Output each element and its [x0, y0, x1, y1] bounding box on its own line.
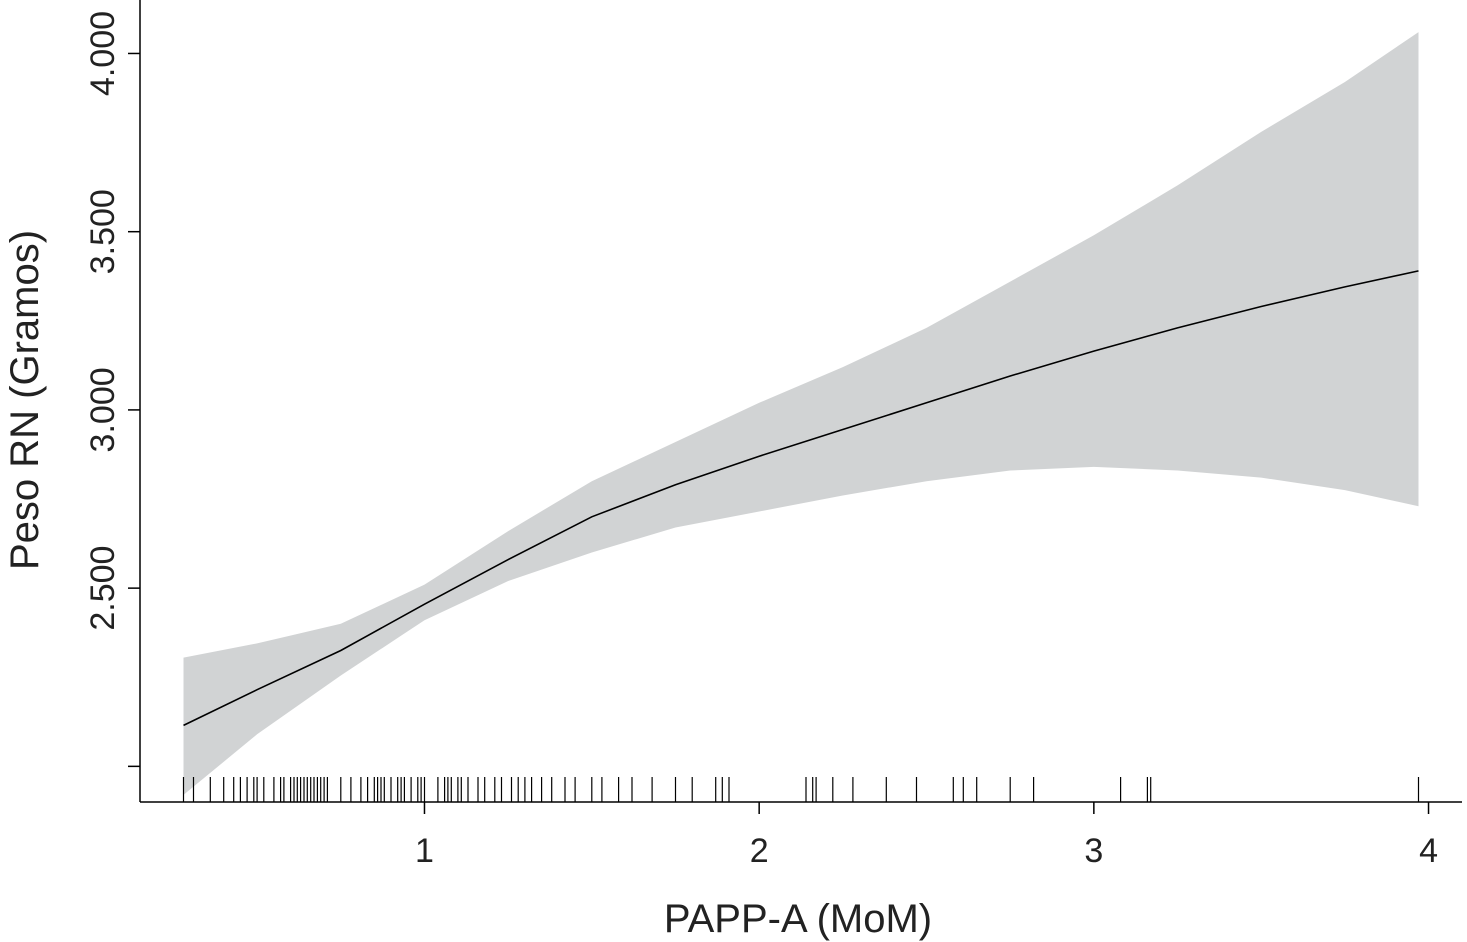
confidence-band	[183, 32, 1419, 795]
fit-line	[183, 270, 1419, 727]
fit-line-layer	[183, 270, 1419, 727]
x-tick-label: 4	[1419, 832, 1438, 870]
x-axis-title: PAPP-A (MoM)	[664, 897, 932, 941]
x-tick-label: 1	[415, 832, 434, 870]
y-tick-label: 3.500	[84, 189, 122, 274]
y-tick-label: 4.000	[84, 11, 122, 96]
rug-layer	[182, 777, 1420, 802]
y-axis-title: Peso RN (Gramos)	[3, 230, 47, 570]
x-tick-label: 3	[1084, 832, 1103, 870]
confidence-band-layer	[183, 32, 1419, 795]
x-tick-label: 2	[750, 832, 769, 870]
axes: 1 2 3 4 2.500 3.000 3.500 4.000	[84, 0, 1462, 870]
y-tick-label: 3.000	[84, 367, 122, 452]
y-tick-label: 2.500	[84, 546, 122, 631]
